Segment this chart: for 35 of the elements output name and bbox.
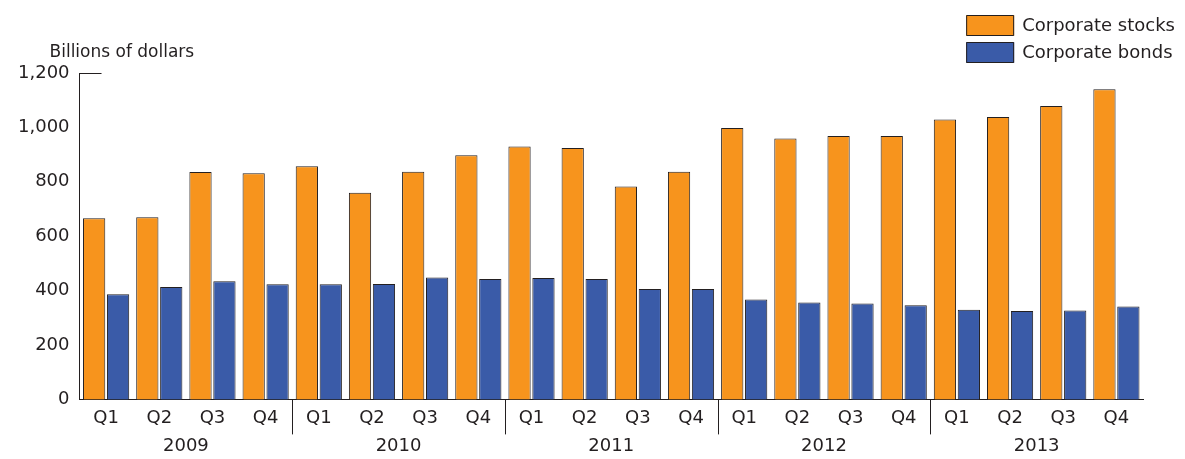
y-tick-label: 200: [35, 332, 70, 354]
legend-label: Corporate bonds: [1022, 40, 1173, 62]
y-tick-label: 0: [58, 387, 70, 409]
y-tick-label: 1,000: [18, 115, 70, 137]
x-tick-label: Q3: [412, 405, 438, 427]
x-tick-label: Q4: [1103, 405, 1130, 427]
x-tick-label: Q2: [784, 405, 811, 427]
x-tick-label: Q1: [93, 405, 119, 427]
y-tick-label: 1,200: [18, 60, 70, 82]
text: 2013: [1013, 434, 1060, 456]
x-tick-label: Q3: [625, 405, 651, 427]
legend-label: Corporate stocks: [1022, 13, 1176, 35]
x-tick-label: Q1: [731, 405, 758, 427]
y-tick-label: 600: [35, 223, 70, 245]
x-tick-label: Q3: [199, 405, 226, 427]
x-tick-label: Q4: [465, 405, 492, 427]
x-tick-label: Q4: [678, 405, 704, 427]
y-axis-title: Billions of dollars: [49, 41, 195, 61]
x-tick-label: Q4: [252, 405, 279, 427]
text: 2010: [375, 434, 422, 456]
text: 2012: [801, 434, 847, 456]
x-tick-label: Q2: [571, 405, 598, 427]
x-tick-label: Q3: [1050, 405, 1077, 427]
x-tick-label: Q2: [146, 405, 173, 427]
x-tick-label: Q4: [890, 405, 917, 427]
y-tick-label: 400: [35, 278, 70, 300]
y-tick-label: 800: [35, 169, 70, 191]
x-tick-label: Q1: [306, 405, 332, 427]
x-tick-label: Q1: [944, 405, 970, 427]
text: 2011: [588, 434, 635, 456]
text: 2009: [162, 434, 209, 456]
x-tick-label: Q2: [359, 405, 385, 427]
x-tick-label: Q1: [518, 405, 545, 427]
x-tick-label: Q2: [997, 405, 1023, 427]
x-tick-label: Q3: [837, 405, 864, 427]
